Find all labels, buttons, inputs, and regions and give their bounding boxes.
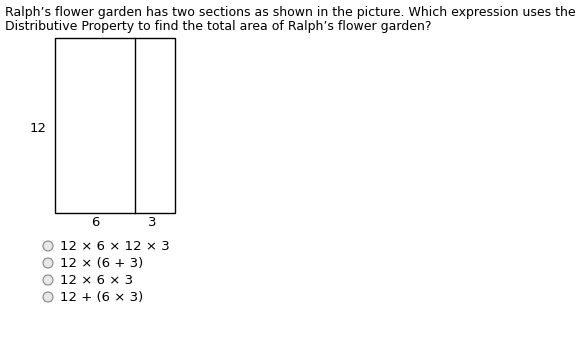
Text: 3: 3 xyxy=(148,215,156,228)
Text: 12 × 6 × 3: 12 × 6 × 3 xyxy=(60,274,133,287)
Text: 12 × (6 + 3): 12 × (6 + 3) xyxy=(60,256,143,269)
Bar xyxy=(55,38,175,213)
Text: Distributive Property to find the total area of Ralph’s flower garden?: Distributive Property to find the total … xyxy=(5,20,432,33)
Text: Ralph’s flower garden has two sections as shown in the picture. Which expression: Ralph’s flower garden has two sections a… xyxy=(5,6,576,19)
Text: 12 + (6 × 3): 12 + (6 × 3) xyxy=(60,290,143,303)
Circle shape xyxy=(43,292,53,302)
Circle shape xyxy=(43,258,53,268)
Text: 12: 12 xyxy=(29,121,46,134)
Circle shape xyxy=(43,241,53,251)
Text: 12 × 6 × 12 × 3: 12 × 6 × 12 × 3 xyxy=(60,239,170,252)
Circle shape xyxy=(43,275,53,285)
Text: 6: 6 xyxy=(91,215,99,228)
